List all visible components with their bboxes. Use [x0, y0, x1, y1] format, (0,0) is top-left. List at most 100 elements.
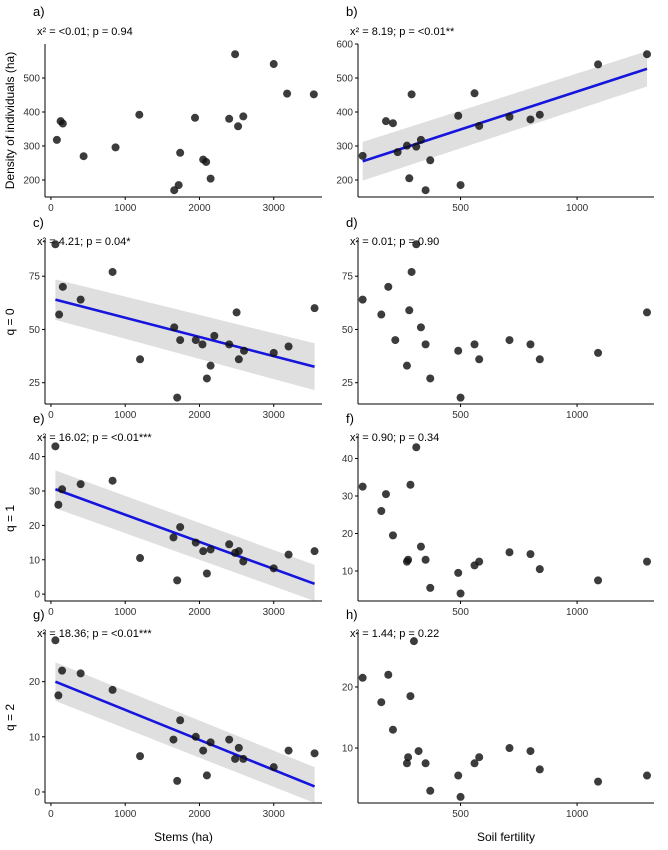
stats-text: x² = 4.21; p = 0.04* — [37, 236, 131, 248]
data-point — [535, 355, 544, 364]
data-point — [269, 763, 278, 772]
y-tick-label: 20 — [342, 682, 354, 693]
x-tick-label: 0 — [48, 607, 54, 618]
data-point — [421, 555, 430, 564]
data-point — [269, 348, 278, 357]
data-point — [191, 113, 200, 122]
data-point — [402, 759, 411, 768]
data-point — [269, 564, 278, 573]
data-point — [388, 531, 397, 540]
data-point — [526, 747, 535, 756]
data-point — [358, 151, 367, 160]
y-tick-label: 40 — [342, 454, 354, 465]
x-tick-label: 1000 — [114, 809, 137, 820]
data-point — [454, 568, 463, 577]
data-point — [76, 295, 85, 304]
data-point — [309, 90, 318, 99]
data-point — [475, 557, 484, 566]
x-axis-title-left: Stems (ha) — [154, 830, 213, 844]
y-tick-label: 20 — [29, 677, 41, 688]
data-point — [284, 550, 293, 559]
panel-label: b) — [346, 4, 358, 19]
data-point — [535, 565, 544, 574]
x-tick-label: 3000 — [263, 809, 286, 820]
y-tick-label: 10 — [29, 732, 41, 743]
data-point — [475, 355, 484, 364]
y-tick-label: 10 — [342, 567, 354, 578]
data-point — [176, 523, 185, 532]
data-point — [234, 122, 243, 131]
data-point — [388, 725, 397, 734]
data-point — [225, 114, 234, 123]
data-point — [199, 547, 208, 556]
data-point — [535, 765, 544, 774]
data-point — [470, 89, 479, 98]
stats-text: x² = 0.01; p = 0.90 — [350, 236, 439, 248]
data-point — [421, 340, 430, 349]
data-point — [283, 89, 292, 98]
data-point — [535, 110, 544, 119]
y-tick-label: 25 — [342, 378, 354, 389]
data-point — [310, 304, 319, 313]
data-point — [505, 336, 514, 345]
data-point — [173, 576, 182, 585]
data-point — [405, 174, 414, 183]
data-point — [202, 569, 211, 578]
data-point — [176, 148, 185, 157]
data-point — [416, 542, 425, 551]
data-point — [412, 443, 421, 452]
x-tick-label: 3000 — [263, 203, 286, 214]
y-tick-label: 600 — [336, 40, 353, 51]
x-tick-label: 1000 — [566, 607, 589, 618]
data-point — [225, 340, 234, 349]
data-point — [406, 480, 415, 489]
panel-label: a) — [33, 4, 45, 19]
data-point — [391, 336, 400, 345]
regression-line — [55, 298, 315, 368]
data-point — [206, 738, 215, 747]
data-point — [456, 792, 465, 801]
x-tick-label: 1000 — [114, 410, 137, 421]
data-point — [381, 117, 390, 126]
data-point — [475, 121, 484, 130]
data-point — [176, 716, 185, 725]
data-point — [416, 135, 425, 144]
panel-h: h) x² = 1.44; p = 0.22 10 20 500 1000 — [342, 607, 654, 820]
panel-label: f) — [346, 411, 354, 426]
data-point — [202, 157, 211, 166]
data-point — [284, 746, 293, 755]
data-point — [594, 348, 603, 357]
y-tick-label: 0 — [34, 787, 40, 798]
data-point — [470, 759, 479, 768]
data-point — [405, 306, 414, 315]
data-point — [202, 374, 211, 383]
data-point — [421, 759, 430, 768]
data-point — [135, 110, 144, 119]
y-tick-label: 200 — [336, 176, 353, 187]
data-point — [58, 485, 67, 494]
data-point — [206, 545, 215, 554]
data-point — [76, 480, 85, 489]
x-tick-label: 2000 — [188, 203, 211, 214]
data-point — [191, 538, 200, 547]
data-point — [169, 533, 178, 542]
data-point — [407, 267, 416, 276]
panel-label: h) — [346, 607, 358, 622]
x-tick-label: 3000 — [263, 607, 286, 618]
data-point — [198, 340, 207, 349]
data-point — [409, 637, 418, 646]
data-point — [136, 752, 145, 761]
x-tick-label: 0 — [48, 410, 54, 421]
panel-label: c) — [33, 215, 44, 230]
y-axis-title: Density of individuals (ha) — [3, 52, 17, 189]
data-point — [456, 181, 465, 190]
panel-g: g) x² = 18.36; p = <0.01*** 0 10 20 0 1000 2000… — [3, 607, 322, 820]
data-point — [456, 589, 465, 598]
y-tick-label: 50 — [342, 325, 354, 336]
data-point — [234, 355, 243, 364]
y-tick-label: 30 — [342, 492, 354, 503]
y-tick-label: 300 — [23, 142, 40, 153]
data-point — [269, 60, 278, 69]
data-point — [76, 669, 85, 678]
y-tick-label: 30 — [29, 487, 41, 498]
